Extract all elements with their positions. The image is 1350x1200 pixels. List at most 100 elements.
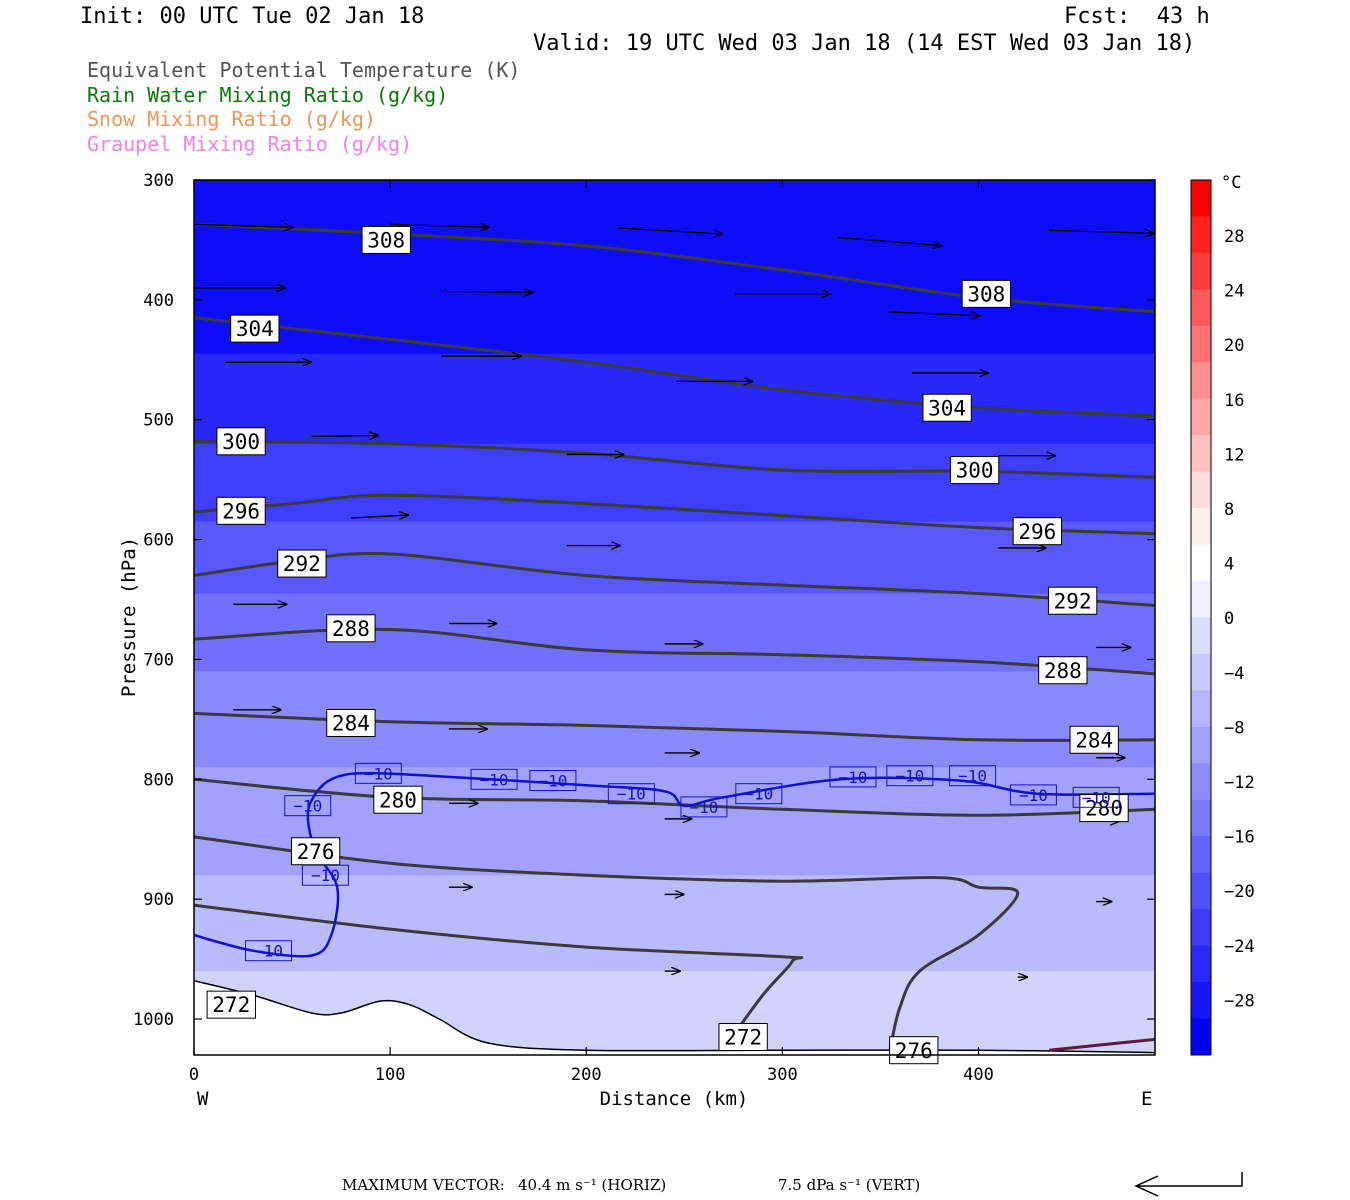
wind-vector xyxy=(350,515,408,518)
theta-e-label-304: 304 xyxy=(230,314,280,343)
isotherm-label-text: −10 xyxy=(895,767,924,786)
colorbar-swatch xyxy=(1191,726,1211,764)
max-vector-horiz: 40.4 m s⁻¹ (HORIZ) xyxy=(518,1176,667,1194)
colorbar-frame xyxy=(1190,179,1212,1056)
x-axis-west-label: W xyxy=(197,1088,209,1110)
y-tick-label: 600 xyxy=(143,531,174,551)
contour-label-text: 300 xyxy=(222,430,260,454)
isotherm-label: −10 xyxy=(245,940,293,962)
theta-e-contour-276 xyxy=(194,835,1020,1050)
colorbar-label: −12 xyxy=(1224,773,1255,793)
colorbar-swatch xyxy=(1191,362,1211,400)
contour-label-text: 304 xyxy=(236,317,274,341)
theta-e-label-296: 296 xyxy=(1012,517,1062,546)
colorbar-label: −16 xyxy=(1224,828,1255,848)
theta-e-label-292: 292 xyxy=(1047,586,1098,615)
contour-label-text: 296 xyxy=(1018,520,1056,544)
colorbar-swatch xyxy=(1191,763,1211,801)
theta-e-label-288: 288 xyxy=(326,614,376,643)
isotherm-label-box xyxy=(735,783,783,805)
isotherm-label: −10 xyxy=(735,783,783,805)
isotherm-label: −10 xyxy=(284,795,332,817)
field-label-graupel: Graupel Mixing Ratio (g/kg) xyxy=(87,132,413,156)
colorbar-swatch xyxy=(1191,252,1211,290)
isotherm-label-box xyxy=(284,795,332,817)
colorbar-swatch xyxy=(1191,180,1211,217)
contour-label-box xyxy=(949,456,1000,485)
isotherm-label-text: −10 xyxy=(744,785,773,804)
colorbar-label: 0 xyxy=(1224,609,1234,629)
colorbar-label: 16 xyxy=(1224,391,1244,411)
y-tick-label: 500 xyxy=(143,411,174,431)
colorbar-label: −28 xyxy=(1224,991,1255,1011)
temperature-fill-band xyxy=(194,353,1155,445)
isotherm-label-box xyxy=(470,768,518,790)
theta-e-label-272: 272 xyxy=(206,990,256,1019)
contour-label-box xyxy=(1047,586,1098,615)
isotherm-label-text: −10 xyxy=(689,798,718,817)
contour-label-box xyxy=(1069,725,1119,754)
isotherm-label: −10 xyxy=(301,864,349,886)
contour-label-box xyxy=(889,1036,939,1065)
contour-label-box xyxy=(216,496,266,525)
wind-vector xyxy=(441,291,532,292)
isotherm-label-text: −10 xyxy=(538,772,567,791)
colorbar-swatch xyxy=(1191,581,1211,618)
contour-label-box xyxy=(326,708,376,737)
isotherm-label-text: −10 xyxy=(617,785,646,804)
theta-e-label-308: 308 xyxy=(361,225,411,254)
colorbar-unit: °C xyxy=(1221,173,1241,193)
isotherm-label-text: −10 xyxy=(311,866,340,885)
isotherm-label: −10 xyxy=(607,783,655,805)
isotherm-label: −10 xyxy=(529,770,577,792)
valid-time-label: Valid: 19 UTC Wed 03 Jan 18 (14 EST Wed … xyxy=(533,31,1196,56)
theta-e-label-300: 300 xyxy=(949,456,1000,485)
field-label-theta-e: Equivalent Potential Temperature (K) xyxy=(87,58,521,82)
theta-e-label-304: 304 xyxy=(922,393,972,422)
contour-label-text: 300 xyxy=(956,459,994,483)
theta-e-label-308: 308 xyxy=(961,279,1011,308)
y-tick-label: 700 xyxy=(143,650,174,670)
isotherm-label-text: −10 xyxy=(958,767,987,786)
isotherm-label-box xyxy=(301,864,349,886)
x-axis-title: Distance (km) xyxy=(600,1088,749,1110)
colorbar-swatch xyxy=(1191,216,1211,254)
colorbar-swatch xyxy=(1191,872,1211,910)
theta-e-label-288: 288 xyxy=(1038,656,1088,685)
isotherm-label-box xyxy=(607,783,655,805)
isotherm-label-box xyxy=(1009,784,1057,806)
contour-label-box xyxy=(1012,517,1062,546)
x-tick-label: 100 xyxy=(375,1065,406,1085)
colorbar-swatch xyxy=(1191,398,1211,436)
colorbar-swatch xyxy=(1191,508,1211,546)
theta-e-contour-272 xyxy=(194,903,803,1050)
max-vector-vert: 7.5 dPa s⁻¹ (VERT) xyxy=(778,1176,921,1194)
wind-vector xyxy=(888,311,979,316)
colorbar-swatch xyxy=(1191,1018,1211,1056)
isotherm-label: −10 xyxy=(949,765,997,787)
contour-label-box xyxy=(290,837,341,866)
contour-label-text: 308 xyxy=(367,228,405,252)
colorbar-swatch xyxy=(1191,982,1211,1020)
theta-e-label-292: 292 xyxy=(277,549,327,578)
isotherm-label-box xyxy=(1072,786,1120,808)
wind-vector xyxy=(390,224,489,227)
contour-label-text: 272 xyxy=(724,1026,762,1050)
isotherm-label: −10 xyxy=(470,768,518,790)
x-tick-label: 0 xyxy=(189,1065,199,1085)
theta-e-label-272: 272 xyxy=(718,1023,768,1052)
isotherm-label-text: −10 xyxy=(839,768,868,787)
y-tick-label: 800 xyxy=(143,770,174,790)
theta-e-label-284: 284 xyxy=(326,708,376,737)
y-tick-label: 1000 xyxy=(133,1010,174,1030)
colorbar-swatch xyxy=(1191,909,1211,947)
colorbar-label: −4 xyxy=(1224,664,1244,684)
isotherm-minus10 xyxy=(194,771,1155,958)
temperature-fill-band xyxy=(194,521,1155,595)
isotherm-label: −10 xyxy=(829,766,877,788)
wind-vector xyxy=(311,436,379,437)
contour-label-box xyxy=(230,314,280,343)
contour-label-box xyxy=(326,614,376,643)
isotherm-label: −10 xyxy=(1072,786,1120,808)
isotherm-label-text: −10 xyxy=(364,764,393,783)
